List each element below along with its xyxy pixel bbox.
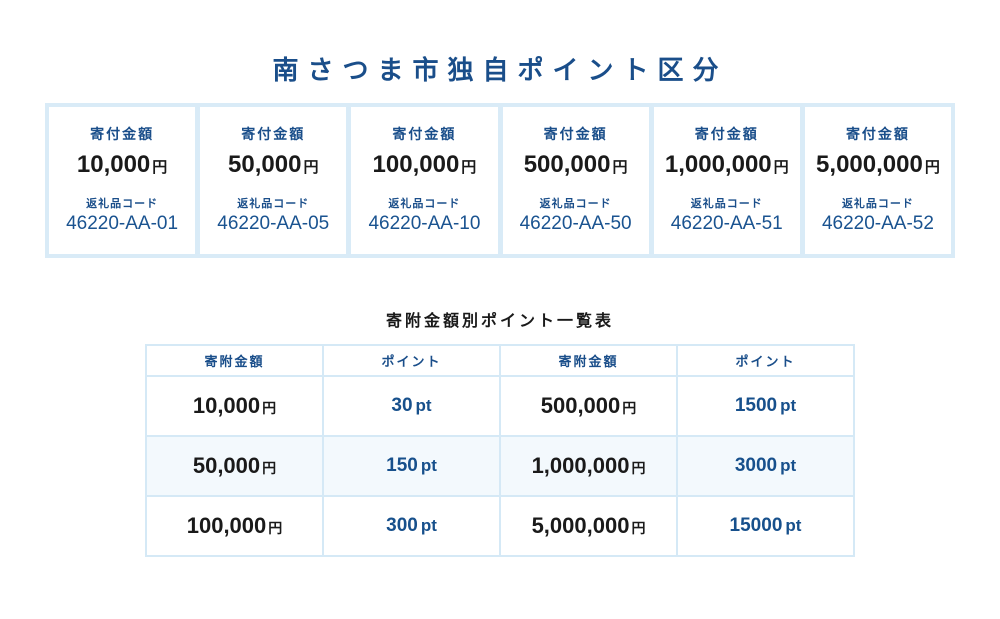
donation-amount-label: 寄付金額 [845, 126, 910, 142]
gift-code: 46220-AA-10 [368, 213, 481, 234]
donation-amount-value: 1,000,000 [664, 151, 772, 178]
donation-amount-cell: 5,000,000 円 [499, 495, 678, 557]
amount-value: 1,000,000 [531, 453, 630, 478]
points-cell: 30 pt [322, 375, 501, 437]
currency-unit: 円 [268, 520, 283, 536]
donation-card-10000: 寄付金額 10,000 円 返礼品コード 46220-AA-01 [49, 107, 196, 254]
gift-code: 46220-AA-52 [821, 213, 934, 234]
gift-code: 46220-AA-05 [217, 213, 330, 234]
points-cell: 15000 pt [676, 495, 855, 557]
gift-code-label: 返礼品コード [86, 198, 159, 210]
column-header-points: ポイント [676, 344, 855, 377]
gift-code-label: 返礼品コード [690, 198, 763, 210]
donation-amount-label: 寄付金額 [241, 126, 306, 142]
amount-value: 5,000,000 [531, 513, 630, 538]
donation-amount-value: 500,000 [523, 151, 611, 178]
gift-code: 46220-AA-50 [519, 213, 632, 234]
donation-amount-label: 寄付金額 [543, 126, 608, 142]
column-header-points: ポイント [322, 344, 501, 377]
donation-card-100000: 寄付金額 100,000 円 返礼品コード 46220-AA-10 [351, 107, 498, 254]
points-cell: 150 pt [322, 435, 501, 497]
currency-unit: 円 [631, 520, 646, 536]
gift-code-label: 返礼品コード [539, 198, 612, 210]
amount-value: 50,000 [192, 453, 261, 478]
gift-code-label: 返礼品コード [237, 198, 310, 210]
pt-unit: pt [415, 396, 432, 415]
points-value: 3000 [734, 455, 778, 476]
amount-value: 100,000 [186, 513, 267, 538]
donation-amount-label: 寄付金額 [90, 126, 155, 142]
amount-value: 10,000 [192, 393, 261, 418]
currency-unit: 円 [622, 400, 637, 416]
donation-amount-cell: 1,000,000 円 [499, 435, 678, 497]
points-cell: 1500 pt [676, 375, 855, 437]
gift-code: 46220-AA-01 [66, 213, 179, 234]
currency-unit: 円 [461, 159, 477, 176]
donation-amount-cell: 50,000 円 [145, 435, 324, 497]
points-value: 300 [386, 515, 418, 536]
donation-amount: 1,000,000 円 [665, 151, 789, 179]
donation-card-grid: 寄付金額 10,000 円 返礼品コード 46220-AA-01 寄付金額 50,… [45, 103, 955, 258]
donation-amount-value: 100,000 [372, 151, 460, 178]
donation-amount-value: 5,000,000 [816, 151, 923, 178]
gift-code-label: 返礼品コード [841, 198, 914, 210]
donation-amount-value: 50,000 [228, 151, 302, 178]
amount-value: 500,000 [540, 393, 621, 418]
points-value: 30 [391, 395, 413, 416]
donation-amount-cell: 100,000 円 [145, 495, 324, 557]
points-cell: 3000 pt [676, 435, 855, 497]
donation-amount-cell: 10,000 円 [145, 375, 324, 437]
donation-card-5000000: 寄付金額 5,000,000 円 返礼品コード 46220-AA-52 [804, 107, 952, 254]
donation-amount: 5,000,000 円 [816, 151, 940, 179]
pt-unit: pt [420, 516, 437, 535]
points-value: 15000 [729, 515, 783, 536]
currency-unit: 円 [773, 159, 789, 176]
column-header-donation-amount: 寄附金額 [145, 344, 324, 377]
page-title: 南さつま市独自ポイント区分 [272, 55, 728, 85]
points-cell: 300 pt [322, 495, 501, 557]
donation-card-50000: 寄付金額 50,000 円 返礼品コード 46220-AA-05 [200, 107, 347, 254]
currency-unit: 円 [631, 460, 646, 476]
donation-amount-value: 10,000 [76, 151, 151, 178]
table-row: 100,000 円 300 pt 5,000,000 円 15000 pt [145, 495, 855, 557]
currency-unit: 円 [262, 460, 277, 476]
currency-unit: 円 [303, 159, 319, 176]
pt-unit: pt [420, 456, 437, 475]
donation-amount: 10,000 円 [77, 151, 167, 179]
points-value: 150 [386, 455, 418, 476]
pt-unit: pt [780, 396, 797, 415]
column-header-donation-amount: 寄附金額 [499, 344, 678, 377]
donation-amount: 50,000 円 [228, 151, 318, 179]
currency-unit: 円 [924, 159, 940, 176]
points-table-title: 寄附金額別ポイント一覧表 [385, 313, 614, 330]
donation-amount: 100,000 円 [373, 151, 477, 179]
currency-unit: 円 [262, 400, 277, 416]
points-table-header-row: 寄附金額 ポイント 寄附金額 ポイント [145, 344, 855, 377]
donation-amount-cell: 500,000 円 [499, 375, 678, 437]
donation-amount: 500,000 円 [524, 151, 628, 179]
pt-unit: pt [780, 456, 797, 475]
donation-card-1000000: 寄付金額 1,000,000 円 返礼品コード 46220-AA-51 [653, 107, 800, 254]
gift-code: 46220-AA-51 [670, 213, 783, 234]
donation-amount-label: 寄付金額 [694, 126, 759, 142]
table-row: 50,000 円 150 pt 1,000,000 円 3000 pt [145, 435, 855, 497]
gift-code-label: 返礼品コード [388, 198, 461, 210]
currency-unit: 円 [612, 159, 628, 176]
table-row: 10,000 円 30 pt 500,000 円 1500 pt [145, 375, 855, 437]
donation-card-500000: 寄付金額 500,000 円 返礼品コード 46220-AA-50 [502, 107, 649, 254]
points-table: 寄附金額 ポイント 寄附金額 ポイント 10,000 円 30 pt 500,000… [145, 344, 855, 557]
donation-amount-label: 寄付金額 [392, 126, 457, 142]
points-value: 1500 [734, 395, 778, 416]
currency-unit: 円 [152, 159, 168, 176]
pt-unit: pt [785, 516, 802, 535]
